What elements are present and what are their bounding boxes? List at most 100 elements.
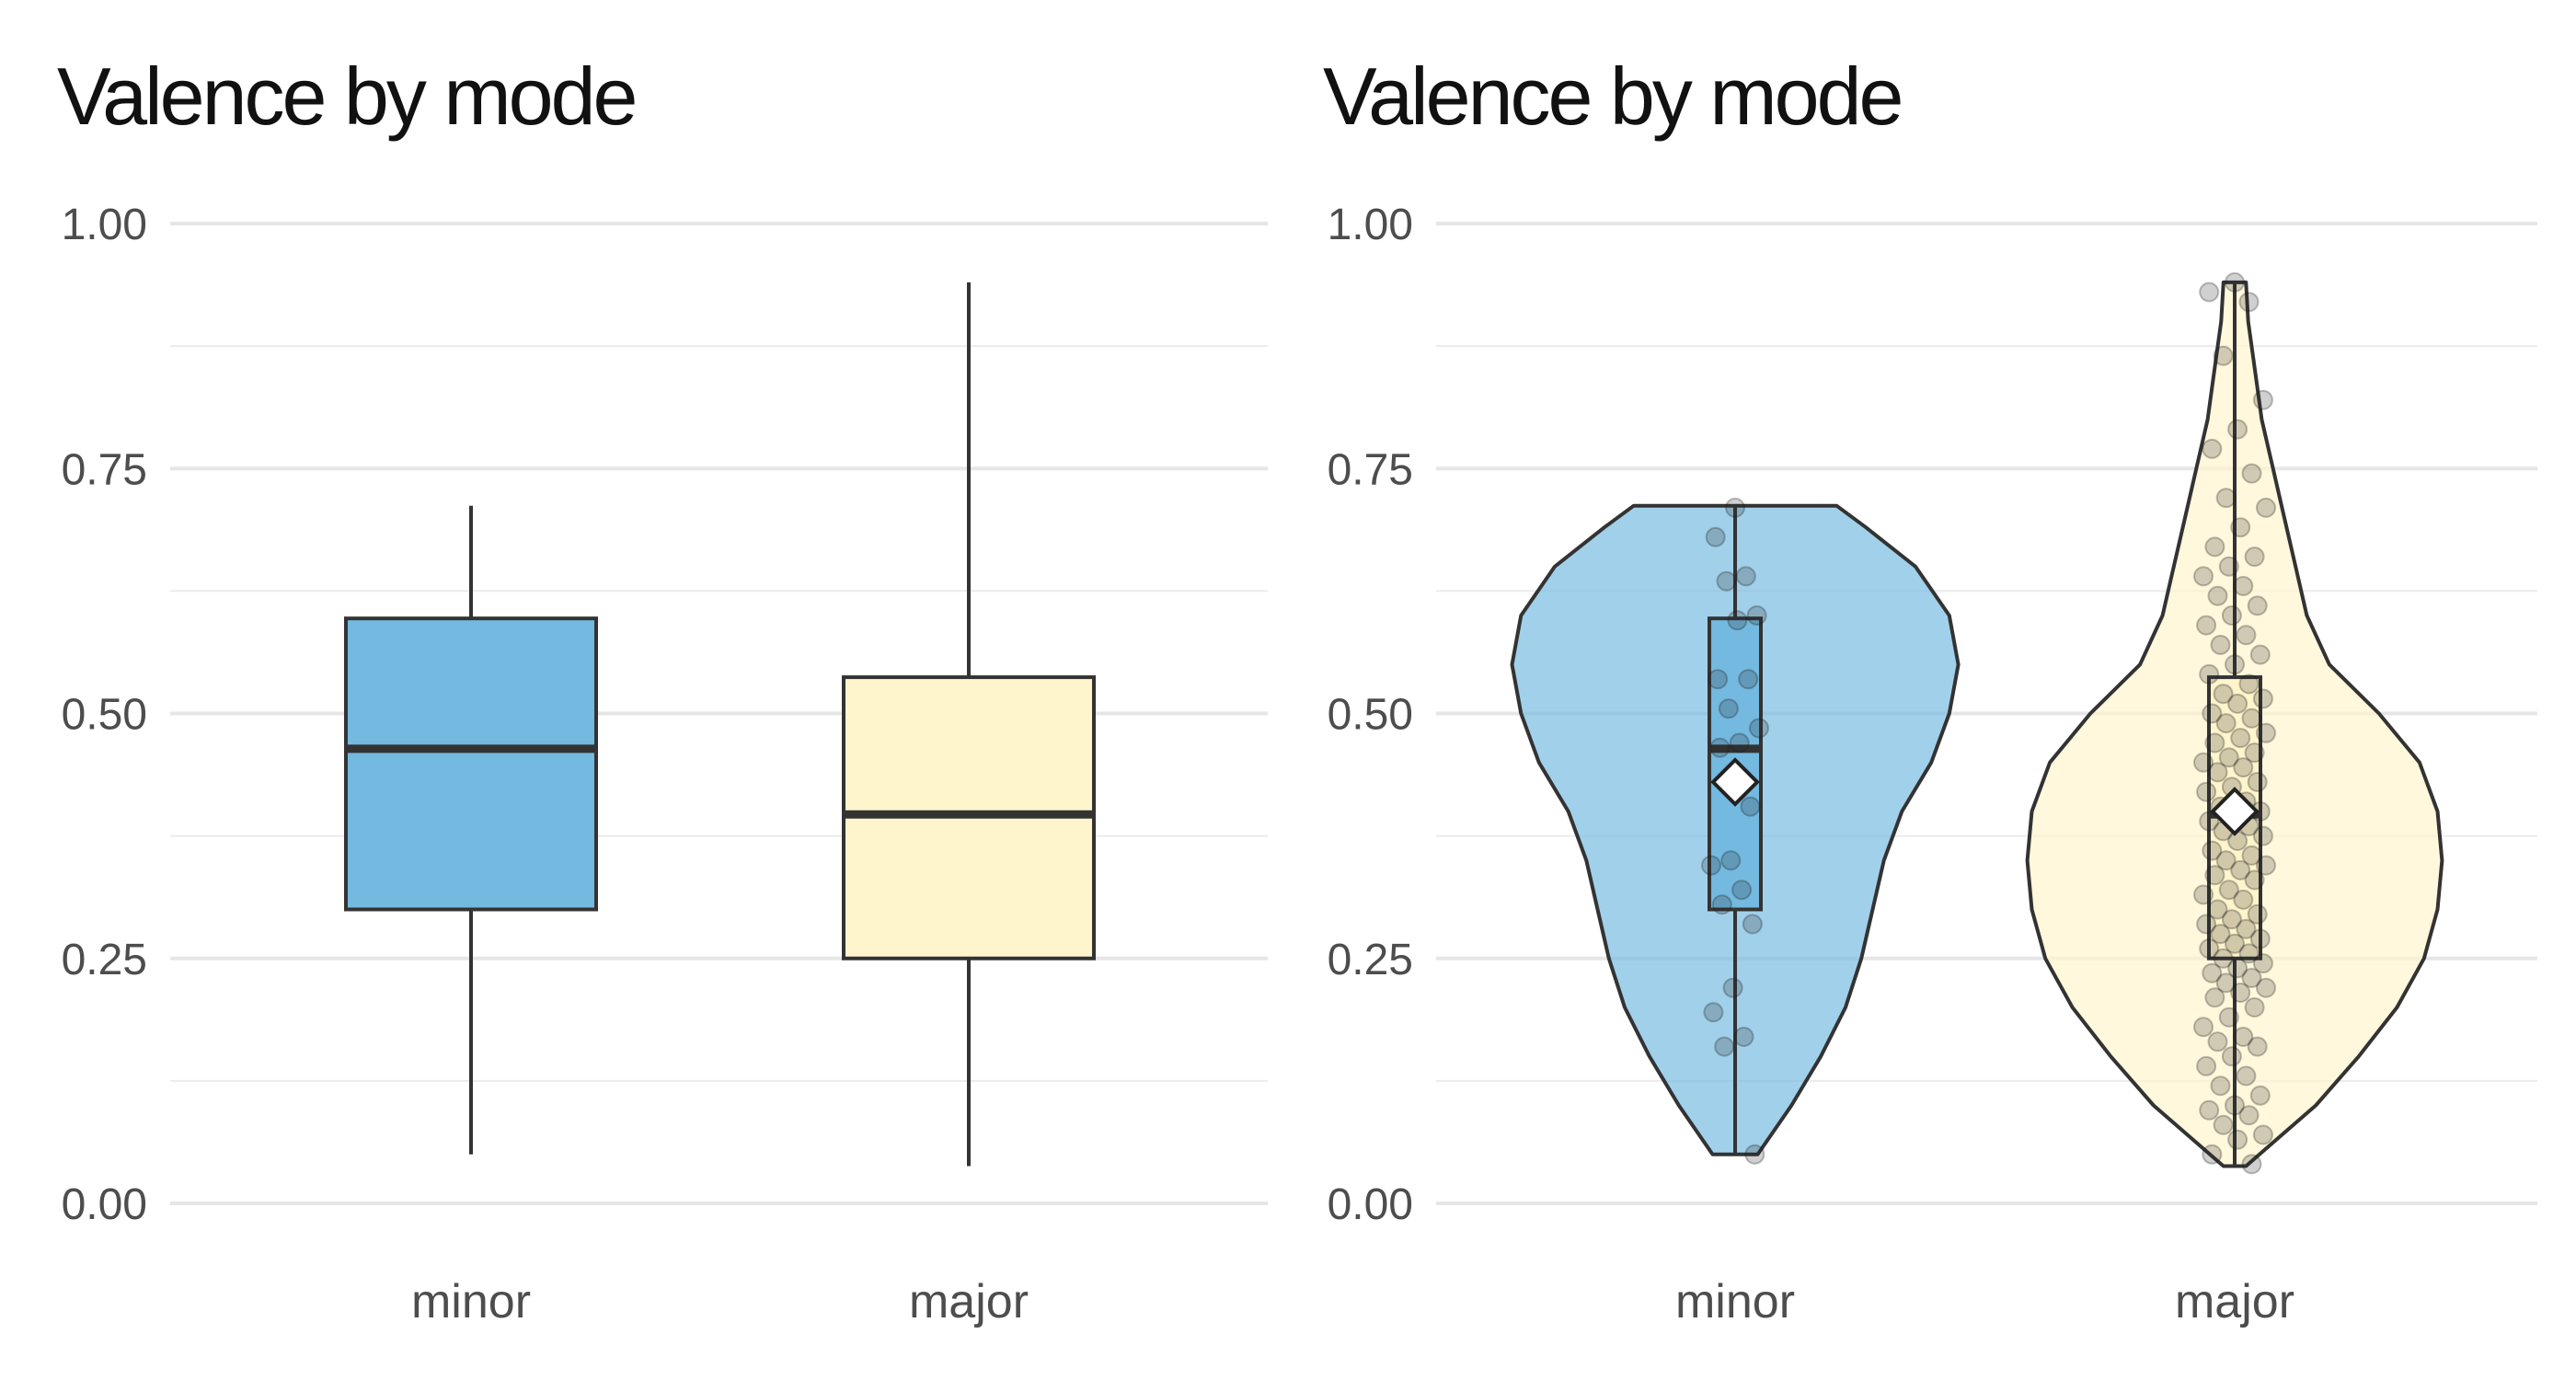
data-point-major [2210, 924, 2231, 945]
data-point-major [2213, 345, 2234, 366]
data-point-major [2207, 762, 2228, 783]
data-point-minor [1705, 526, 1726, 547]
y-tick-label: 0.25 [1328, 936, 1413, 984]
data-point-minor [1742, 914, 1763, 935]
box-minor [344, 616, 598, 912]
data-point-major [2218, 747, 2239, 768]
data-point-major [2238, 943, 2260, 964]
data-point-major [2230, 728, 2251, 749]
x-category-label: major [909, 1275, 1029, 1328]
data-point-major [2202, 962, 2223, 983]
violin-title: Valence by mode [1323, 51, 1902, 142]
data-point-major [2227, 693, 2248, 714]
data-point-minor [1709, 737, 1731, 758]
data-point-minor [1744, 1144, 1765, 1165]
data-point-major [2241, 845, 2262, 866]
mean-marker-minor [1710, 757, 1760, 807]
y-tick-label: 0.50 [62, 691, 147, 740]
data-point-major [2256, 977, 2276, 998]
data-point-major [2202, 438, 2223, 459]
data-point-major [2241, 707, 2262, 729]
data-point-minor [1729, 732, 1750, 753]
data-point-major [2202, 703, 2223, 724]
data-point-major [2252, 389, 2273, 410]
data-point-major [2227, 831, 2248, 851]
data-point-major [2213, 684, 2234, 705]
data-point-major [2199, 1099, 2220, 1121]
data-point-major [2227, 1129, 2248, 1150]
y-tick-label: 1.00 [1328, 201, 1413, 249]
data-point-major [2221, 909, 2242, 930]
mean-marker-major [2210, 787, 2260, 836]
data-point-major [2236, 918, 2257, 939]
data-point-minor [1708, 669, 1729, 690]
y-tick-label: 0.25 [62, 936, 147, 984]
data-point-major [2256, 497, 2276, 518]
data-point-major [2196, 1055, 2217, 1076]
y-tick-label: 0.75 [1328, 445, 1413, 494]
data-point-major [2215, 850, 2237, 871]
data-point-major [2256, 722, 2276, 743]
data-point-major [2238, 673, 2260, 695]
data-point-major [2247, 1036, 2268, 1057]
data-point-major [2210, 635, 2231, 655]
data-point-major [2193, 566, 2214, 587]
data-point-major [2221, 1046, 2242, 1067]
data-point-major [2202, 840, 2223, 861]
data-point-major [2225, 1095, 2245, 1116]
data-point-major [2215, 488, 2237, 509]
data-point-major [2196, 615, 2217, 636]
data-point-major [2218, 1006, 2239, 1028]
data-point-major [2244, 869, 2265, 891]
x-category-label: minor [411, 1275, 531, 1328]
data-point-major [2244, 742, 2265, 764]
data-point-major [2230, 983, 2251, 1003]
violin-panel: Valence by mode 0.00 0.25 0.50 0.75 1.00 mino… [1323, 51, 2537, 1328]
data-point-minor [1733, 1027, 1754, 1047]
data-point-major [2204, 732, 2225, 753]
data-point-major [2252, 688, 2273, 709]
data-point-major [2225, 933, 2245, 954]
data-point-major [2215, 713, 2237, 734]
data-point-major [2244, 997, 2265, 1018]
data-point-minor [1720, 850, 1742, 871]
data-point-minor [1746, 605, 1767, 626]
data-point-major [2193, 752, 2214, 773]
data-point-major [2207, 899, 2228, 920]
data-point-major [2204, 865, 2225, 886]
data-point-major [2221, 605, 2242, 626]
y-tick-label: 0.50 [1328, 691, 1413, 740]
data-point-minor [1740, 796, 1761, 817]
data-point-major [2247, 903, 2268, 925]
y-tick-label: 0.00 [62, 1180, 147, 1229]
data-point-minor [1701, 855, 1721, 876]
x-category-label: major [2175, 1275, 2294, 1328]
data-point-minor [1716, 570, 1737, 592]
data-point-major [2215, 972, 2237, 994]
data-point-major [2236, 625, 2257, 646]
data-point-minor [1725, 497, 1745, 518]
data-point-major [2236, 1065, 2257, 1087]
data-point-major [2252, 1124, 2273, 1145]
data-point-major [2199, 663, 2220, 684]
data-point-minor [1727, 610, 1748, 631]
data-point-major [2241, 463, 2262, 484]
data-point-major [2247, 595, 2268, 616]
data-point-major [2225, 654, 2245, 675]
data-point-major [2249, 928, 2271, 949]
y-tick-label: 0.75 [62, 445, 147, 494]
data-point-minor [1722, 977, 1743, 998]
data-point-major [2196, 914, 2217, 935]
data-point-major [2213, 948, 2234, 969]
data-point-major [2204, 987, 2225, 1008]
data-point-minor [1718, 698, 1739, 719]
y-tick-label: 0.00 [1328, 1180, 1413, 1229]
data-point-major [2233, 576, 2254, 596]
data-point-major [2238, 292, 2260, 313]
data-point-minor [1703, 1002, 1724, 1023]
data-point-major [2227, 419, 2248, 440]
data-point-major [2196, 781, 2217, 802]
data-point-major [2249, 1085, 2271, 1106]
y-tick-label: 1.00 [62, 201, 147, 249]
